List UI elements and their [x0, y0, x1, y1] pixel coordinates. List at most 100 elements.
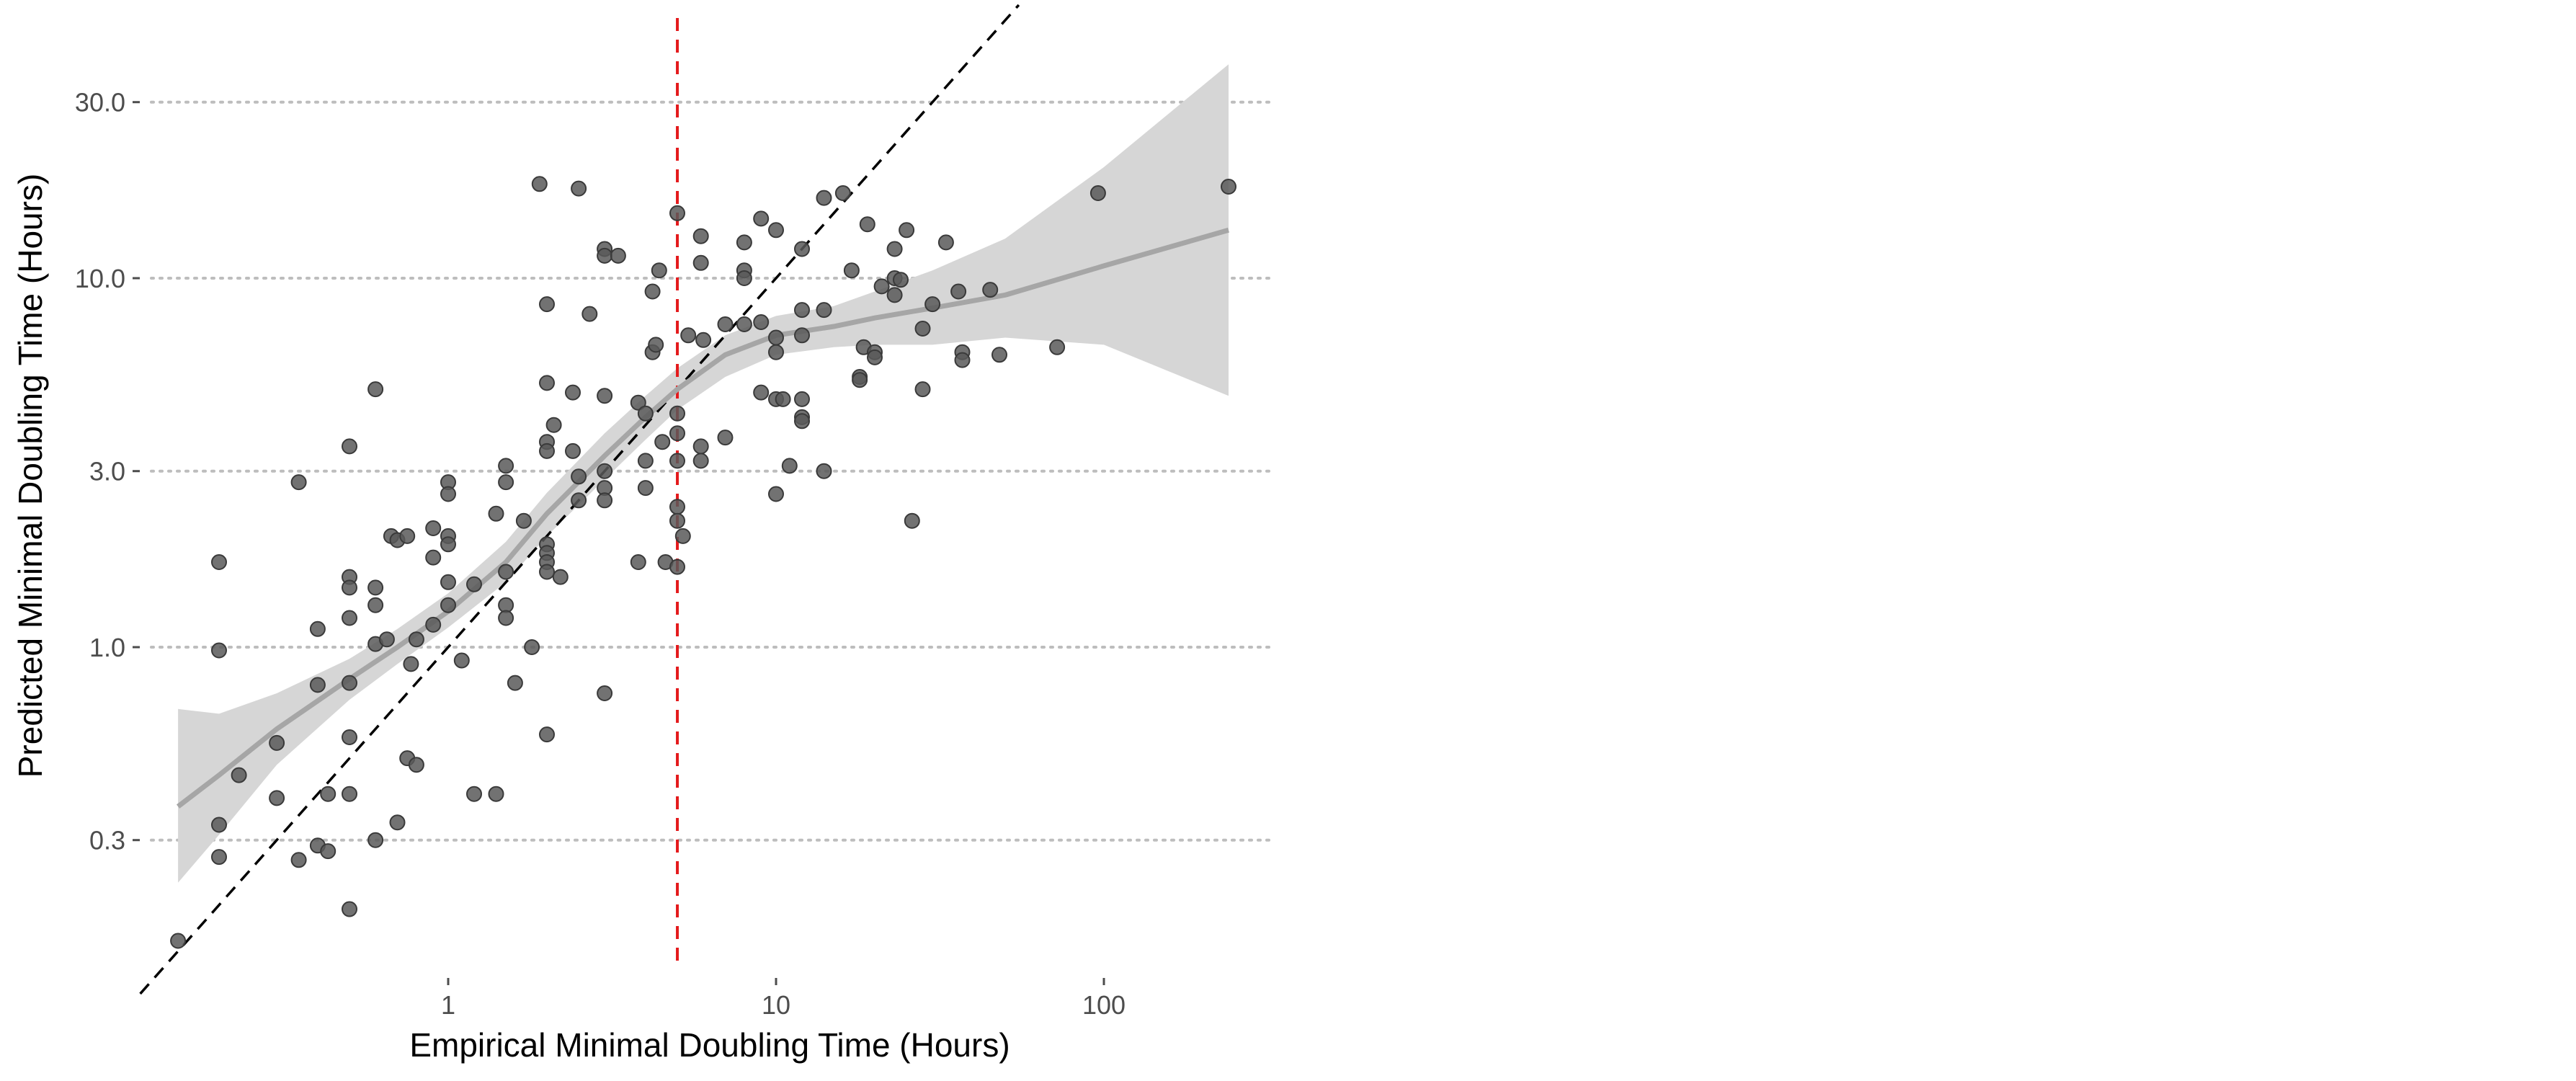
data-point	[816, 190, 832, 206]
x-axis-ticks: 1 10 100	[441, 978, 1126, 1020]
data-point	[669, 559, 685, 575]
data-point	[581, 306, 598, 322]
data-point	[425, 520, 442, 536]
data-point	[736, 316, 752, 332]
data-point	[425, 549, 442, 566]
data-point	[367, 597, 384, 613]
data-point	[539, 296, 555, 313]
y-tick-label: 1.0	[89, 633, 125, 662]
data-point	[886, 241, 903, 257]
data-point	[597, 685, 613, 701]
data-point	[753, 384, 770, 401]
y-tick-label: 30.0	[75, 88, 125, 117]
y-tick-label: 0.3	[89, 826, 125, 855]
data-point	[571, 180, 587, 197]
data-point	[654, 434, 671, 450]
data-point	[539, 564, 555, 580]
data-point	[531, 176, 548, 192]
data-point	[453, 652, 470, 669]
data-point	[408, 757, 424, 773]
data-point	[342, 438, 357, 455]
data-point	[669, 499, 685, 515]
data-point	[378, 631, 395, 648]
data-point	[753, 210, 770, 227]
data-point	[597, 388, 613, 404]
data-point	[440, 536, 456, 553]
data-point	[399, 528, 416, 544]
data-point	[610, 247, 626, 264]
data-point	[648, 337, 664, 353]
data-point	[794, 391, 810, 407]
data-point	[539, 442, 555, 459]
data-point	[717, 430, 734, 446]
data-point	[571, 468, 587, 485]
x-axis-title: Empirical Minimal Doubling Time (Hours)	[409, 1026, 1010, 1064]
data-point	[637, 480, 654, 497]
data-point	[425, 616, 442, 633]
data-point	[367, 832, 384, 848]
data-point	[753, 314, 770, 330]
data-point	[695, 332, 712, 348]
data-point	[669, 205, 685, 221]
data-point	[309, 620, 326, 637]
data-point	[991, 347, 1007, 363]
data-point	[507, 675, 523, 691]
data-point	[768, 222, 784, 239]
data-point	[565, 442, 581, 459]
data-point	[794, 241, 810, 257]
data-points	[170, 176, 1236, 949]
y-axis-title: Predicted Minimal Doubling Time (Hours)	[12, 174, 49, 778]
data-point	[794, 413, 810, 430]
data-point	[211, 849, 227, 866]
data-point	[597, 463, 613, 479]
data-point	[342, 901, 357, 917]
data-point	[914, 321, 931, 337]
data-point	[515, 512, 532, 529]
data-point	[692, 254, 709, 271]
data-point	[982, 282, 999, 298]
data-point	[914, 381, 931, 398]
data-point	[565, 384, 581, 401]
data-point	[1221, 179, 1236, 195]
data-point	[488, 505, 504, 522]
data-point	[1049, 339, 1066, 355]
x-tick-label: 10	[762, 990, 790, 1020]
data-point	[669, 453, 685, 469]
data-point	[170, 933, 187, 949]
data-point	[924, 296, 941, 313]
data-point	[954, 352, 971, 368]
y-axis-ticks: 0.3 1.0 3.0 10.0 30.0	[75, 88, 140, 855]
data-point	[211, 642, 227, 659]
data-point	[859, 216, 875, 233]
data-point	[886, 287, 903, 303]
data-point	[630, 394, 646, 411]
data-point	[466, 576, 482, 592]
data-point	[651, 262, 667, 279]
y-tick-label: 3.0	[89, 457, 125, 486]
data-point	[692, 438, 709, 455]
data-point	[320, 843, 337, 860]
data-point	[545, 417, 562, 433]
data-point	[937, 234, 954, 251]
data-point	[309, 677, 326, 693]
data-point	[342, 675, 357, 691]
data-point	[571, 492, 587, 509]
data-point	[768, 344, 784, 360]
data-point	[367, 579, 384, 596]
data-point	[342, 786, 357, 802]
y-tick-label: 10.0	[75, 264, 125, 293]
data-point	[466, 786, 482, 802]
data-point	[873, 278, 890, 295]
data-point	[1089, 185, 1106, 201]
data-point	[794, 302, 810, 319]
data-point	[342, 579, 357, 596]
data-point	[269, 790, 285, 806]
data-point	[403, 656, 419, 672]
data-point	[692, 453, 709, 469]
data-point	[231, 767, 247, 783]
data-point	[736, 270, 752, 286]
data-point	[794, 327, 810, 344]
data-point	[669, 425, 685, 442]
data-point	[637, 405, 654, 422]
